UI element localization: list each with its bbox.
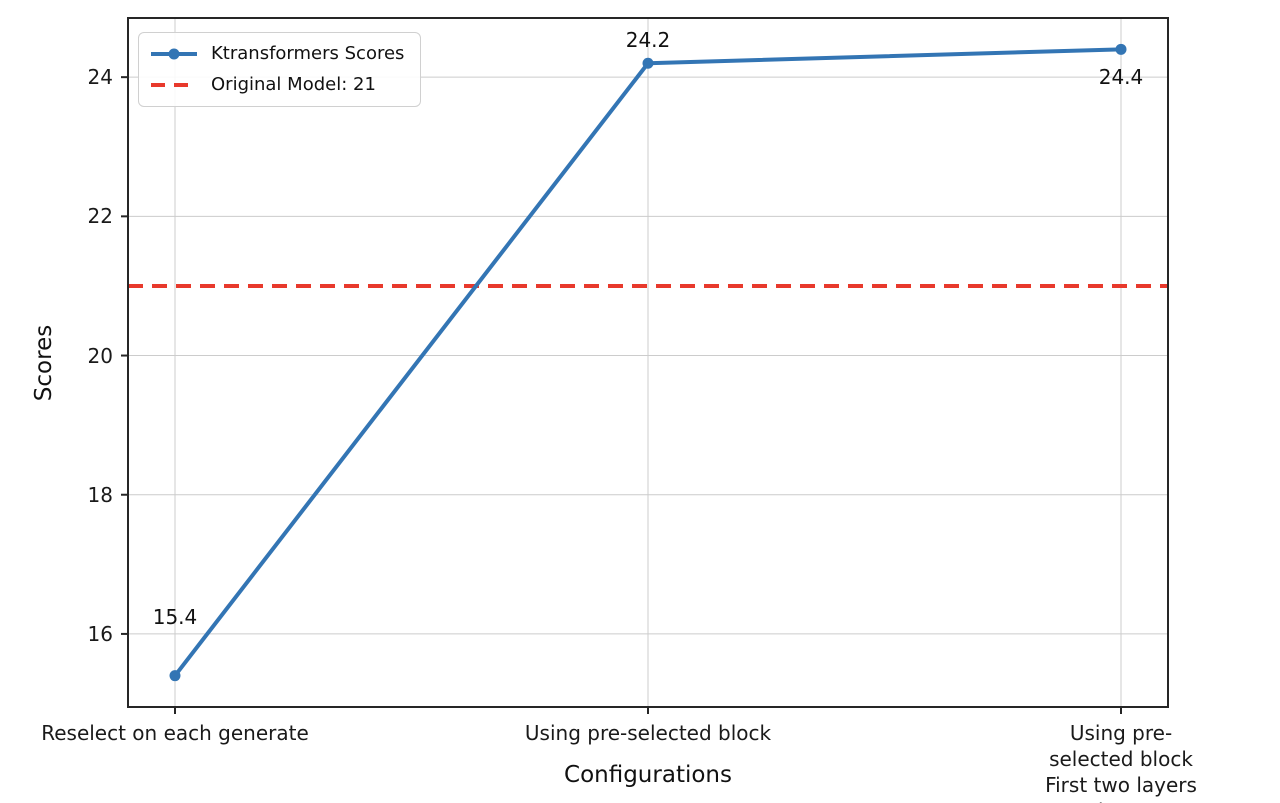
point-value-label: 24.2 [625, 28, 671, 53]
legend-label-reference: Original Model: 21 [211, 74, 376, 95]
dashed-line-icon [151, 79, 197, 91]
y-tick-label: 20 [87, 343, 113, 368]
legend-marker-dot-icon [168, 48, 180, 60]
x-axis-title: Configurations [564, 762, 732, 788]
legend-item-reference: Original Model: 21 [151, 74, 404, 96]
y-axis-title: Scores [31, 324, 57, 401]
legend-label-series: Ktransformers Scores [211, 43, 405, 64]
y-tick-label: 24 [87, 65, 113, 90]
line-with-marker-icon [151, 48, 197, 60]
y-tick-label: 18 [87, 482, 113, 507]
x-tick-label: Using pre-selected block First two layer… [1045, 721, 1197, 803]
x-tick-label: Reselect on each generate [41, 721, 309, 745]
y-tick-label: 16 [87, 621, 113, 646]
legend-item-series: Ktransformers Scores [151, 43, 404, 65]
x-tick-label: Using pre-selected block [524, 721, 772, 745]
series-marker-dot [642, 57, 654, 69]
series-marker-dot [1115, 43, 1127, 55]
y-tick-label: 22 [87, 204, 113, 229]
chart-legend: Ktransformers Scores Original Model: 21 [138, 32, 422, 107]
legend-dash-sample [151, 83, 197, 87]
series-marker-dot [169, 670, 181, 682]
point-value-label: 15.4 [152, 604, 198, 629]
point-value-label: 24.4 [1098, 65, 1144, 90]
